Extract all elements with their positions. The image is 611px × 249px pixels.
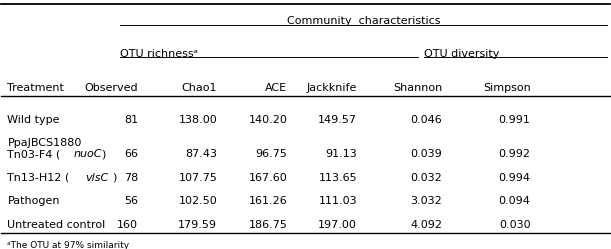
Text: 160: 160 bbox=[117, 220, 138, 230]
Text: nuoC: nuoC bbox=[73, 149, 101, 159]
Text: Observed: Observed bbox=[84, 83, 138, 93]
Text: Shannon: Shannon bbox=[393, 83, 442, 93]
Text: 0.039: 0.039 bbox=[411, 149, 442, 159]
Text: Wild type: Wild type bbox=[7, 115, 60, 125]
Text: 138.00: 138.00 bbox=[178, 115, 218, 125]
Text: Jackknife: Jackknife bbox=[307, 83, 357, 93]
Text: Community  characteristics: Community characteristics bbox=[287, 16, 440, 26]
Text: 197.00: 197.00 bbox=[318, 220, 357, 230]
Text: 161.26: 161.26 bbox=[249, 196, 287, 206]
Text: 0.991: 0.991 bbox=[499, 115, 530, 125]
Text: ): ) bbox=[101, 149, 106, 159]
Text: ACE: ACE bbox=[265, 83, 287, 93]
Text: PpaJBCS1880: PpaJBCS1880 bbox=[7, 138, 82, 148]
Text: 0.094: 0.094 bbox=[499, 196, 530, 206]
Text: 87.43: 87.43 bbox=[185, 149, 218, 159]
Text: 96.75: 96.75 bbox=[255, 149, 287, 159]
Text: 107.75: 107.75 bbox=[178, 173, 218, 183]
Text: OTU diversity: OTU diversity bbox=[424, 49, 499, 59]
Text: Tn13-H12 (: Tn13-H12 ( bbox=[7, 173, 70, 183]
Text: Simpson: Simpson bbox=[483, 83, 530, 93]
Text: 0.030: 0.030 bbox=[499, 220, 530, 230]
Text: Treatment: Treatment bbox=[7, 83, 64, 93]
Text: 0.994: 0.994 bbox=[499, 173, 530, 183]
Text: Pathogen: Pathogen bbox=[7, 196, 60, 206]
Text: 0.992: 0.992 bbox=[499, 149, 530, 159]
Text: 179.59: 179.59 bbox=[178, 220, 218, 230]
Text: ᵃThe OTU at 97% similarity: ᵃThe OTU at 97% similarity bbox=[7, 241, 130, 249]
Text: 140.20: 140.20 bbox=[249, 115, 287, 125]
Text: 0.032: 0.032 bbox=[411, 173, 442, 183]
Text: 66: 66 bbox=[124, 149, 138, 159]
Text: 3.032: 3.032 bbox=[411, 196, 442, 206]
Text: 102.50: 102.50 bbox=[178, 196, 218, 206]
Text: Untreated control: Untreated control bbox=[7, 220, 106, 230]
Text: 56: 56 bbox=[124, 196, 138, 206]
Text: vlsC: vlsC bbox=[86, 173, 109, 183]
Text: 113.65: 113.65 bbox=[318, 173, 357, 183]
Text: 111.03: 111.03 bbox=[318, 196, 357, 206]
Text: 91.13: 91.13 bbox=[326, 149, 357, 159]
Text: 4.092: 4.092 bbox=[411, 220, 442, 230]
Text: OTU richnessᵃ: OTU richnessᵃ bbox=[120, 49, 198, 59]
Text: 78: 78 bbox=[124, 173, 138, 183]
Text: 81: 81 bbox=[124, 115, 138, 125]
Text: Tn03-F4 (: Tn03-F4 ( bbox=[7, 149, 60, 159]
Text: ): ) bbox=[112, 173, 117, 183]
Text: 0.046: 0.046 bbox=[411, 115, 442, 125]
Text: 149.57: 149.57 bbox=[318, 115, 357, 125]
Text: 167.60: 167.60 bbox=[249, 173, 287, 183]
Text: Chao1: Chao1 bbox=[182, 83, 218, 93]
Text: 186.75: 186.75 bbox=[249, 220, 287, 230]
